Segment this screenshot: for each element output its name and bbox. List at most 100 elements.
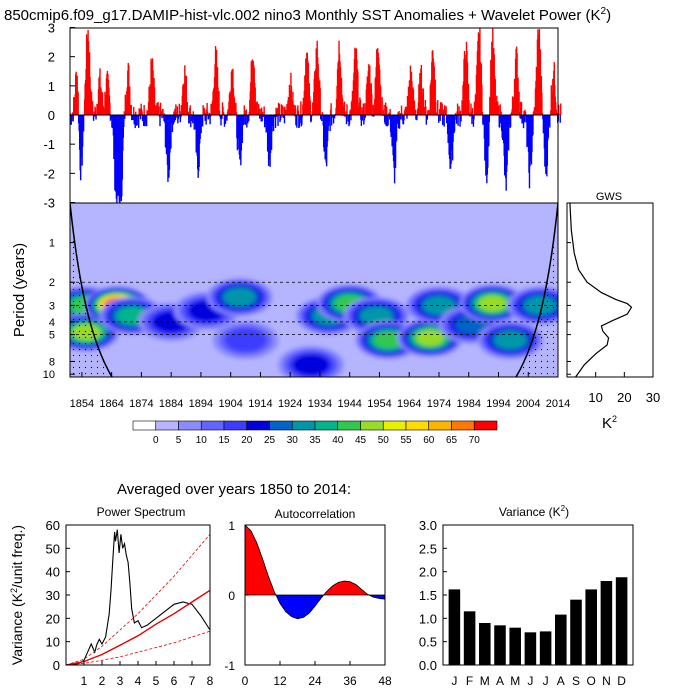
- power-spectrum-x-tick-label: 2: [99, 674, 106, 688]
- colorbar-label: 65: [446, 435, 458, 446]
- power-spectrum-frame: [65, 524, 211, 666]
- wavelet-x-tick-label: 1984: [456, 398, 480, 410]
- variance-bar: [494, 625, 506, 665]
- colorbar-swatch: [246, 420, 270, 431]
- variance-bar: [615, 577, 628, 665]
- variance-x-tick-label: S: [572, 674, 580, 688]
- autocorrelation-x-tick-label: 0: [242, 674, 249, 688]
- colorbar-swatch: [360, 420, 384, 431]
- variance-x-tick-label: J: [527, 674, 533, 688]
- colorbar: 0 5 10 15 20 25 30 35 40 45 50 55 60 65 70: [132, 420, 498, 446]
- sst-y-tick-label: 0: [48, 108, 55, 123]
- autocorrelation-y-tick-label: 0: [228, 589, 235, 603]
- variance-x-tick-label: O: [587, 674, 596, 688]
- variance-axes: J F M A M J J A S O N D3.02.52.01.51.00.50.0: [419, 518, 626, 688]
- colorbar-swatch: [337, 420, 361, 431]
- coi-right-hatch: [516, 203, 558, 377]
- sst-y-tick-label: -1: [43, 137, 55, 152]
- wavelet-contour-blob: [494, 331, 527, 350]
- wavelet-y-tick-label: 8: [49, 356, 55, 368]
- colorbar-swatch: [200, 420, 225, 431]
- colorbar-label: 60: [423, 435, 435, 446]
- wavelet-panel: 1 2 3 45 810 1854 1864 1874 1884 1894 1904 1914 192…: [11, 202, 570, 410]
- colorbar-swatch: [473, 420, 498, 431]
- autocorrelation-y-tick-label: 1: [228, 519, 235, 533]
- power-spectrum-line: [65, 529, 211, 666]
- variance-bar: [524, 632, 537, 665]
- gws-panel: GWS 10 20 30 K2: [566, 191, 660, 432]
- variance-x-tick-label: A: [557, 674, 565, 688]
- colorbar-swatch: [382, 420, 407, 431]
- wavelet-contour-blob: [292, 354, 330, 376]
- wavelet-x-tick-label: 1974: [427, 398, 451, 410]
- variance-x-tick-label: N: [602, 674, 611, 688]
- colorbar-swatch: [178, 420, 202, 431]
- autocorrelation-x-tick-label: 24: [308, 674, 322, 688]
- autocorrelation-plot: [244, 524, 386, 620]
- gws-x-tick-label: 10: [588, 390, 602, 405]
- wavelet-x-tick-label: 1864: [99, 398, 123, 410]
- power-spectrum-y-tick-label: 30: [46, 588, 60, 603]
- variance-x-tick-label: F: [466, 674, 473, 688]
- variance-bar: [448, 589, 461, 665]
- autocorrelation-x-tick-label: 12: [273, 674, 287, 688]
- variance-x-tick-label: J: [543, 674, 549, 688]
- wavelet-y-tick-label: 4: [49, 317, 55, 329]
- coi-left-line: [70, 203, 113, 377]
- variance-x-tick-label: A: [496, 674, 504, 688]
- variance-y-tick-label: 0.0: [419, 658, 437, 673]
- sst-y-axis: 3 2 1 0 -1 -2 -3: [43, 21, 75, 211]
- power-spectrum-ylabel: Variance (K2/unit freq.): [9, 525, 25, 665]
- variance-title: Variance (K2): [499, 504, 569, 519]
- power-spectrum-x-tick-label: 3: [117, 674, 124, 688]
- power-spectrum-x-tick-label: 1: [81, 674, 88, 688]
- power-spectrum-y-tick-label: 0: [53, 658, 60, 673]
- wavelet-y-tick-label: 3: [49, 300, 55, 312]
- wavelet-y-tick-label: 10: [43, 369, 55, 381]
- autocorrelation-positive-area: [245, 525, 385, 595]
- wavelet-y-axis: 1 2 3 45 810: [43, 238, 75, 381]
- power-spectrum-y-tick-label: 40: [46, 565, 60, 580]
- wavelet-y-tick-label: 1: [49, 238, 55, 250]
- variance-y-tick-label: 2.0: [419, 565, 437, 580]
- wavelet-contour-blob: [416, 330, 444, 346]
- colorbar-swatch: [314, 420, 339, 431]
- gws-x-axis: 10 20 30: [567, 242, 660, 405]
- wavelet-contour-blob: [360, 306, 393, 325]
- sst-y-tick-label: -2: [43, 166, 55, 181]
- power-spectrum-x-tick-label: 5: [153, 674, 160, 688]
- variance-x-tick-label: M: [510, 674, 520, 688]
- gws-xlabel: K2: [602, 414, 617, 432]
- variance-bar: [539, 631, 552, 665]
- colorbar-label: 50: [378, 435, 390, 446]
- power-spectrum-y-tick-label: 20: [46, 611, 60, 626]
- gws-line: [569, 202, 633, 378]
- variance-x-tick-label: M: [480, 674, 490, 688]
- coi-right-line: [515, 203, 558, 377]
- power-spectrum-y-tick-label: 10: [46, 635, 60, 650]
- wavelet-x-tick-label: 1924: [278, 398, 302, 410]
- wavelet-x-tick-label: 1854: [70, 398, 94, 410]
- colorbar-label: 5: [176, 435, 182, 446]
- wavelet-x-tick-label: 2004: [516, 398, 540, 410]
- variance-bar: [509, 627, 521, 665]
- wavelet-contour-blob: [224, 328, 267, 353]
- wavelet-x-tick-label: 1994: [486, 398, 510, 410]
- power-spectrum-y-tick-label: 60: [46, 518, 60, 533]
- colorbar-swatch: [155, 420, 179, 431]
- colorbar-label: 35: [309, 435, 321, 446]
- wavelet-x-tick-label: 1964: [397, 398, 421, 410]
- sst-y-tick-label: -3: [43, 196, 55, 211]
- colorbar-label: 0: [153, 435, 159, 446]
- wavelet-ylabel: Period (years): [11, 243, 28, 337]
- variance-y-tick-label: 1.0: [419, 611, 437, 626]
- colorbar-swatch: [291, 420, 316, 431]
- sst-y-tick-label: 1: [48, 79, 55, 94]
- wavelet-x-tick-label: 1934: [308, 398, 332, 410]
- sst-y-tick-label: 2: [48, 50, 55, 65]
- colorbar-swatch: [428, 420, 452, 431]
- wavelet-x-tick-label: 2014: [546, 398, 570, 410]
- wavelet-y-tick-label: 5: [49, 330, 55, 342]
- red-noise-line: [65, 589, 211, 666]
- variance-panel: Variance (K2) J F M A M J J A S O N D3.02.52.01.51.…: [419, 504, 634, 688]
